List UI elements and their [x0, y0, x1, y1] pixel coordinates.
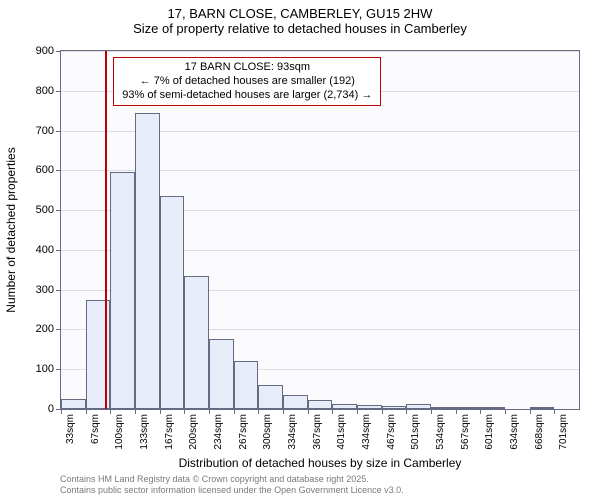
marker-line	[105, 51, 107, 409]
x-tick-mark	[554, 410, 555, 414]
y-tick-label: 900	[14, 45, 54, 57]
histogram-bar	[184, 276, 209, 409]
y-axis-label: Number of detached properties	[4, 147, 18, 312]
x-tick-mark	[406, 410, 407, 414]
y-tick-mark	[56, 250, 60, 251]
x-tick-mark	[332, 410, 333, 414]
y-tick-label: 200	[14, 323, 54, 335]
y-tick-mark	[56, 131, 60, 132]
annotation-box: 17 BARN CLOSE: 93sqm← 7% of detached hou…	[113, 57, 381, 106]
histogram-bar	[406, 404, 431, 409]
x-tick-mark	[382, 410, 383, 414]
histogram-bar	[431, 407, 456, 409]
histogram-bar	[110, 172, 135, 409]
y-tick-mark	[56, 409, 60, 410]
histogram-bar	[160, 196, 185, 409]
y-tick-label: 600	[14, 164, 54, 176]
title-line-1: 17, BARN CLOSE, CAMBERLEY, GU15 2HW	[0, 6, 600, 21]
x-tick-mark	[209, 410, 210, 414]
y-tick-label: 800	[14, 85, 54, 97]
x-tick-mark	[505, 410, 506, 414]
histogram-bar	[234, 361, 259, 409]
footer-line-1: Contains HM Land Registry data © Crown c…	[60, 474, 404, 485]
x-tick-mark	[184, 410, 185, 414]
footer: Contains HM Land Registry data © Crown c…	[60, 474, 404, 496]
histogram-bar	[308, 400, 333, 409]
x-tick-mark	[530, 410, 531, 414]
title-line-2: Size of property relative to detached ho…	[0, 21, 600, 36]
y-tick-label: 400	[14, 244, 54, 256]
histogram-bar	[209, 339, 234, 409]
histogram-bar	[258, 385, 283, 409]
chart-root: 17, BARN CLOSE, CAMBERLEY, GU15 2HW Size…	[0, 0, 600, 500]
annotation-line: 93% of semi-detached houses are larger (…	[122, 89, 372, 103]
histogram-bar	[283, 395, 308, 409]
x-tick-mark	[456, 410, 457, 414]
x-tick-mark	[86, 410, 87, 414]
annotation-line: ← 7% of detached houses are smaller (192…	[122, 75, 372, 89]
x-tick-mark	[431, 410, 432, 414]
x-tick-mark	[135, 410, 136, 414]
footer-line-2: Contains public sector information licen…	[60, 485, 404, 496]
title-block: 17, BARN CLOSE, CAMBERLEY, GU15 2HW Size…	[0, 6, 600, 36]
y-tick-mark	[56, 329, 60, 330]
y-tick-mark	[56, 51, 60, 52]
y-tick-label: 0	[14, 403, 54, 415]
plot-area: 17 BARN CLOSE: 93sqm← 7% of detached hou…	[60, 50, 580, 410]
x-tick-mark	[258, 410, 259, 414]
x-tick-mark	[160, 410, 161, 414]
histogram-bar	[480, 407, 505, 409]
x-tick-mark	[61, 410, 62, 414]
y-tick-label: 300	[14, 284, 54, 296]
histogram-bar	[357, 405, 382, 409]
histogram-bar	[61, 399, 86, 409]
histogram-bar	[530, 407, 555, 409]
x-tick-mark	[110, 410, 111, 414]
x-axis-label: Distribution of detached houses by size …	[60, 456, 580, 470]
histogram-bar	[332, 404, 357, 409]
y-tick-label: 700	[14, 125, 54, 137]
x-tick-mark	[234, 410, 235, 414]
x-tick-mark	[308, 410, 309, 414]
x-tick-mark	[283, 410, 284, 414]
y-tick-label: 500	[14, 204, 54, 216]
y-tick-mark	[56, 210, 60, 211]
y-tick-mark	[56, 290, 60, 291]
histogram-bar	[135, 113, 160, 409]
x-tick-mark	[357, 410, 358, 414]
gridline	[61, 51, 579, 52]
y-tick-mark	[56, 369, 60, 370]
y-tick-mark	[56, 170, 60, 171]
annotation-line: 17 BARN CLOSE: 93sqm	[122, 61, 372, 75]
histogram-bar	[456, 407, 481, 409]
y-tick-label: 100	[14, 363, 54, 375]
y-tick-mark	[56, 91, 60, 92]
histogram-bar	[382, 406, 407, 409]
x-tick-mark	[480, 410, 481, 414]
